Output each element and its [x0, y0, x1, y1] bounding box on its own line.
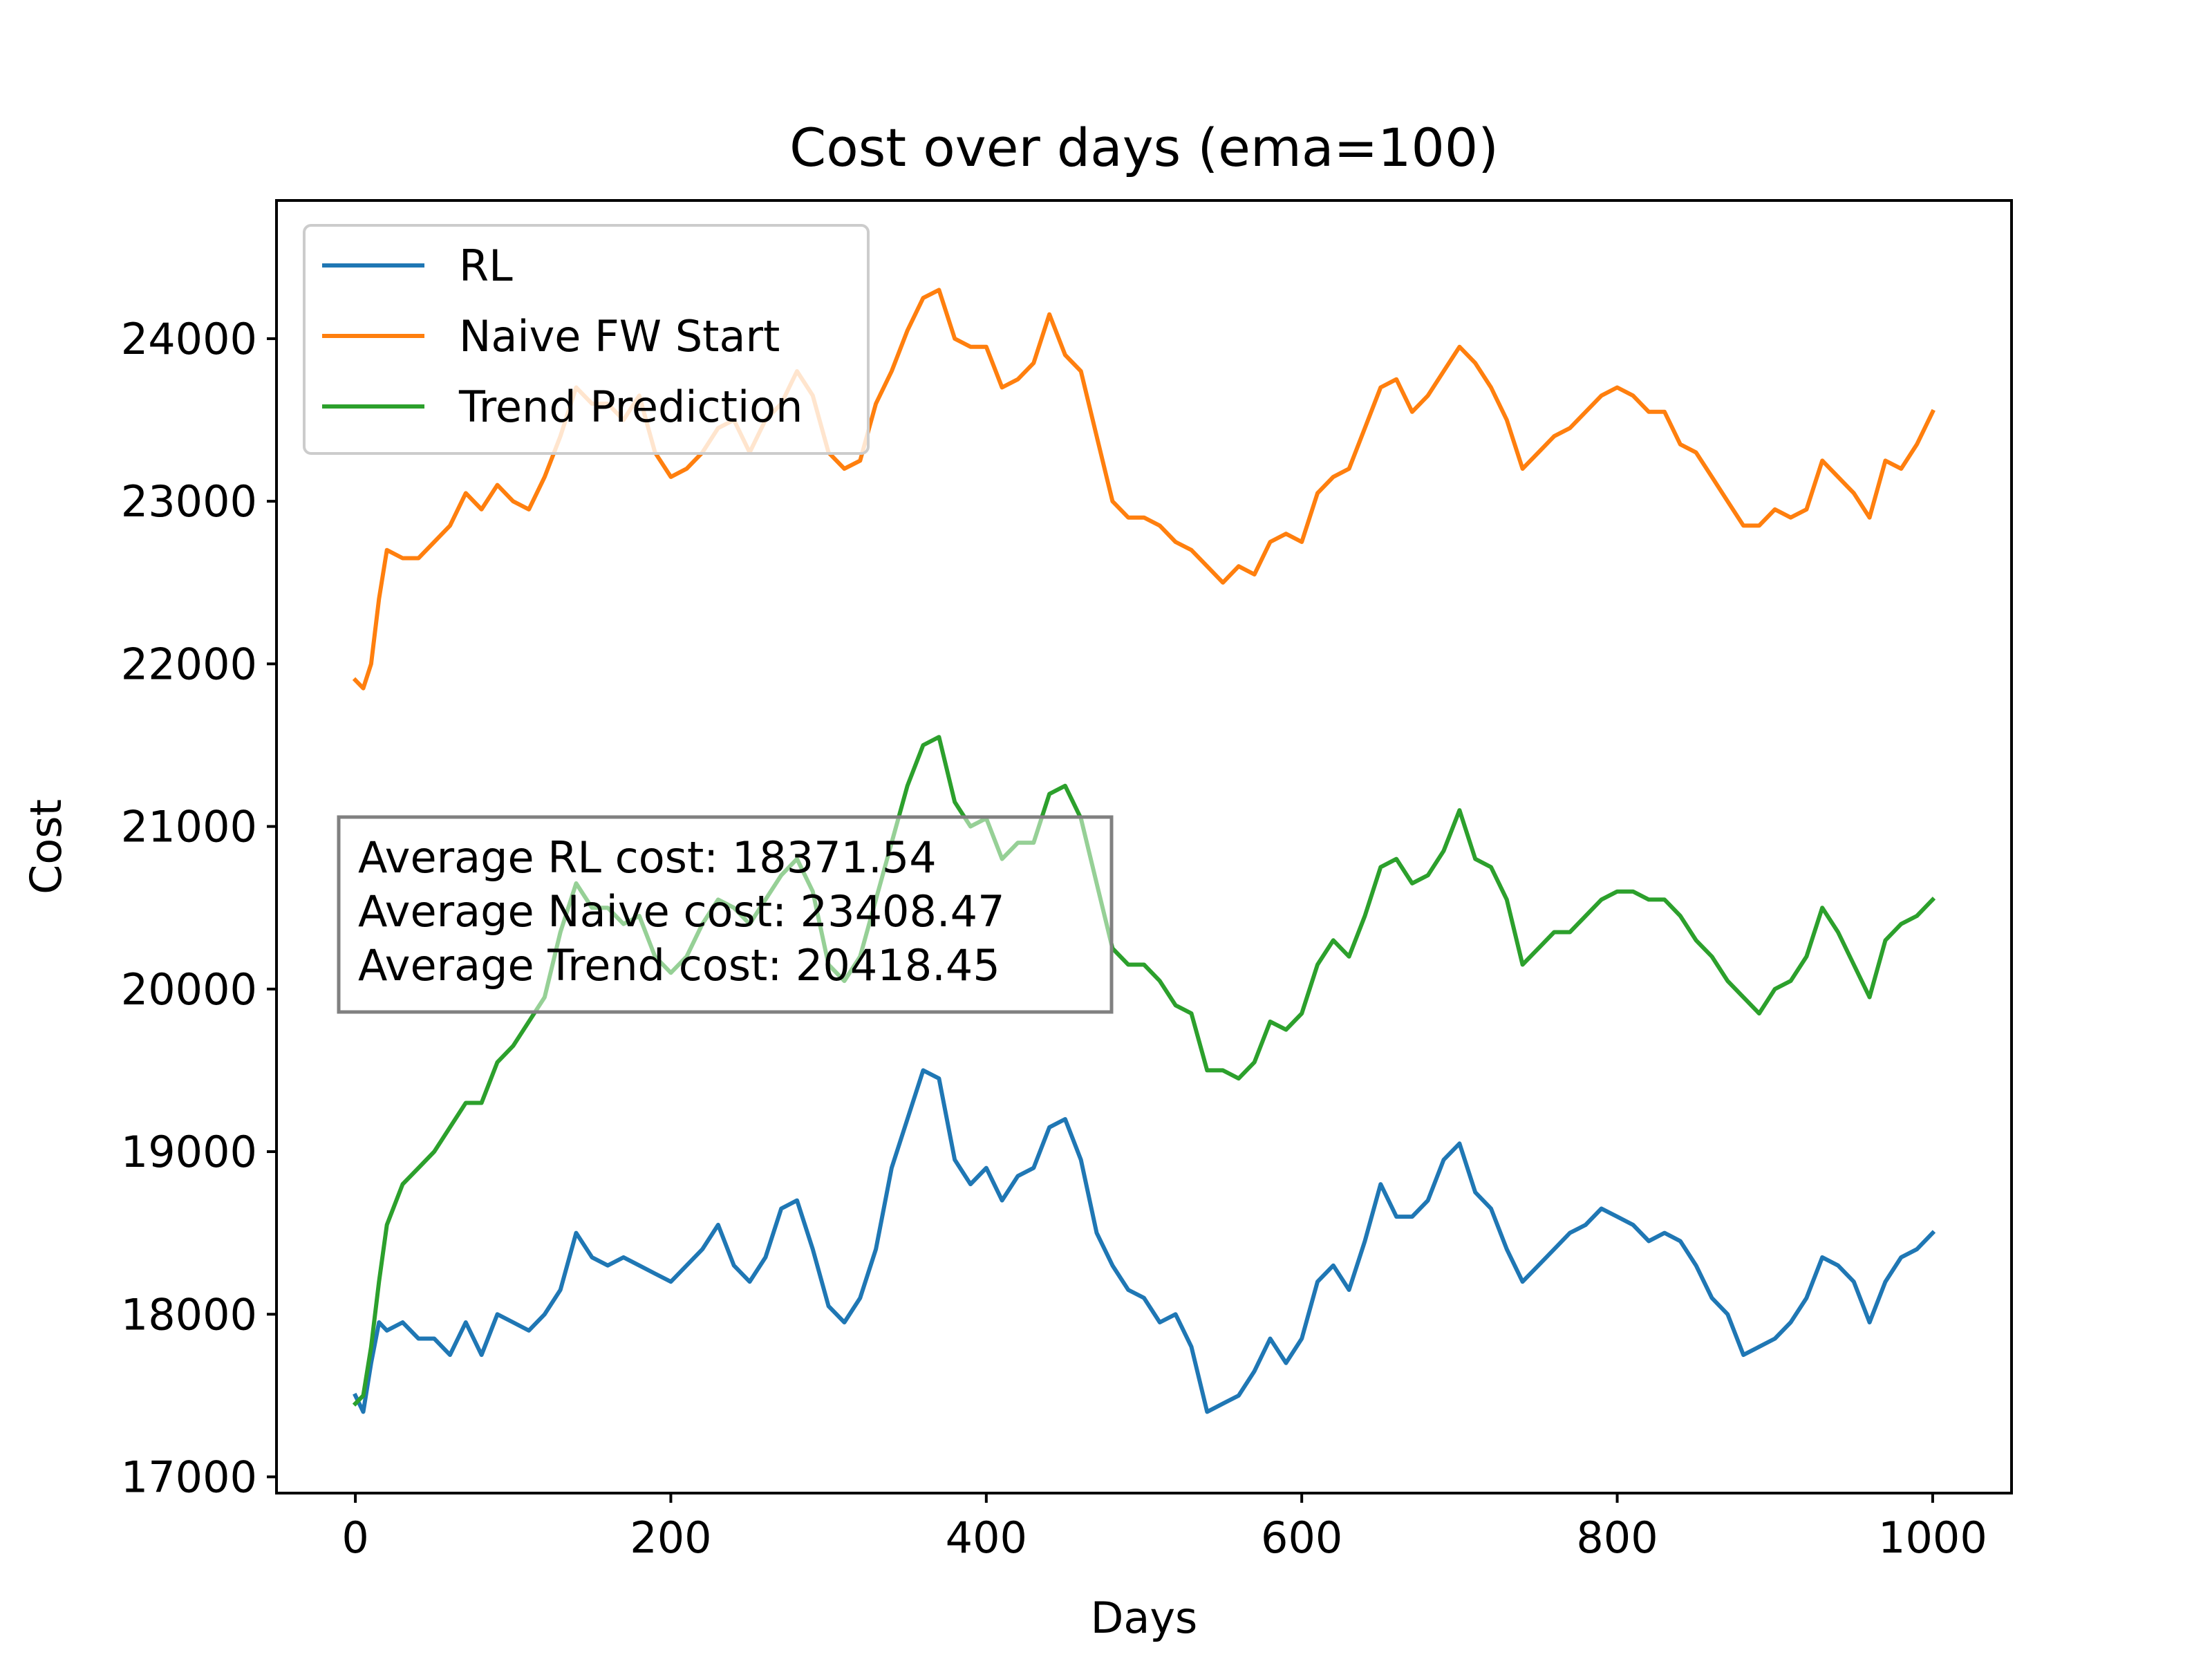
- x-tick-label: 400: [946, 1512, 1027, 1563]
- annotation-background: [337, 815, 1114, 1014]
- y-tick-label: 22000: [121, 639, 257, 689]
- y-axis-label: Cost: [21, 799, 71, 894]
- y-tick-label: 18000: [121, 1289, 257, 1340]
- legend-label-naive-fw-start: Naive FW Start: [459, 311, 780, 362]
- y-axis-ticks: 17000 18000 19000 20000 21000 22000 23000 24000: [121, 314, 276, 1502]
- average-cost-annotation: Average RL cost: 18371.54 Average Naive …: [337, 815, 1114, 1014]
- x-tick-label: 1000: [1878, 1512, 1987, 1563]
- plot-area-frame: [275, 199, 2013, 1494]
- legend-frame: [303, 224, 870, 455]
- x-tick-label: 0: [341, 1512, 368, 1563]
- legend-label-trend-prediction: Trend Prediction: [458, 382, 803, 432]
- x-tick-label: 800: [1576, 1512, 1658, 1563]
- x-tick-label: 600: [1261, 1512, 1342, 1563]
- annotation-line-naive: Average Naive cost: 23408.47: [358, 886, 1005, 937]
- y-tick-label: 19000: [121, 1127, 257, 1177]
- y-tick-label: 24000: [121, 314, 257, 364]
- legend: RL Naive FW Start Trend Prediction: [303, 224, 870, 455]
- series-line-rl: [353, 1068, 1936, 1414]
- y-tick-label: 23000: [121, 476, 257, 527]
- y-tick-label: 17000: [121, 1452, 257, 1502]
- annotation-line-rl: Average RL cost: 18371.54: [358, 832, 937, 883]
- x-axis-ticks: 0 200 400 600 800 1000: [341, 1493, 1987, 1563]
- legend-label-rl: RL: [459, 241, 513, 291]
- y-tick-label: 21000: [121, 802, 257, 852]
- x-tick-label: 200: [630, 1512, 711, 1563]
- y-tick-label: 20000: [121, 964, 257, 1015]
- x-axis-label: Days: [1091, 1593, 1198, 1643]
- chart-title: Cost over days (ema=100): [789, 117, 1499, 178]
- annotation-line-trend: Average Trend cost: 20418.45: [358, 940, 1000, 991]
